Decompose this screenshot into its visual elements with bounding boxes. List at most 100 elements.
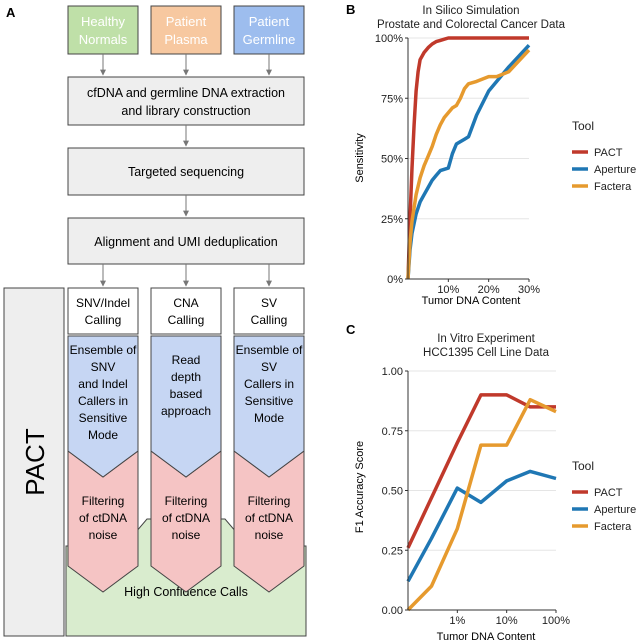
x-tick-label: 30% [518, 284, 540, 296]
calling-text: Calling [251, 313, 288, 327]
series-line-factera [406, 48, 531, 280]
filter-text: noise [172, 528, 201, 542]
source-box-text: Normals [79, 32, 128, 47]
filter-text: noise [255, 528, 284, 542]
calling-box-bg [67, 287, 139, 335]
filter-text: Filtering [82, 494, 125, 508]
chart-b-axes: 0% 25% 50% 75% 100% 10% 20% 30% [375, 33, 540, 296]
panel-label-a: A [6, 5, 16, 20]
filter-text: of ctDNA [245, 511, 293, 525]
series-line-pact [406, 36, 529, 280]
method-box-bg [233, 335, 305, 478]
source-box-bg [67, 5, 139, 55]
column-snv-indel: SNV/Indel Calling Ensemble of SNV and In… [67, 287, 139, 593]
method-text: Sensitive [245, 394, 294, 408]
source-box-text: Germline [243, 32, 296, 47]
legend-label-pact: PACT [594, 147, 623, 159]
y-tick-label: 25% [381, 214, 403, 226]
method-text: SV [261, 360, 277, 374]
sequencing-text: Targeted sequencing [128, 165, 244, 179]
calling-text: SV [261, 296, 277, 310]
chart-b-legend: Tool PACT Aperture Factera [572, 119, 636, 193]
source-box-patient-germline: Patient Germline [233, 5, 305, 55]
filter-text: Filtering [248, 494, 291, 508]
pact-sidebar: PACT [3, 287, 65, 637]
x-tick-label: 100% [542, 615, 570, 627]
alignment-text: Alignment and UMI deduplication [94, 235, 277, 249]
y-tick-label: 1.00 [382, 366, 403, 378]
method-text: approach [161, 404, 211, 418]
chart-title: In Vitro Experiment [437, 333, 535, 345]
method-text: Mode [254, 411, 284, 425]
chart-subtitle: Prostate and Colorectal Cancer Data [377, 19, 566, 31]
legend-label-aperture: Aperture [594, 504, 636, 516]
x-tick-label: 10% [496, 615, 518, 627]
series-line-pact [406, 393, 556, 549]
y-tick-label: 50% [381, 154, 403, 166]
column-cna: CNA Calling Read depth based approach Fi… [150, 287, 222, 593]
panel-a-flowchart: A Healthy Normals Patient Plasma Patient… [3, 5, 307, 637]
y-tick-label: 0.50 [382, 486, 403, 498]
legend-label-pact: PACT [594, 487, 623, 499]
source-box-text: Patient [166, 14, 207, 29]
calling-box-bg [150, 287, 222, 335]
arrows-calling [100, 264, 272, 287]
method-text: Ensemble of [70, 343, 137, 357]
panel-b-chart: B In Silico Simulation Prostate and Colo… [346, 2, 636, 307]
method-text: SNV [91, 360, 116, 374]
method-text: and Indel [78, 377, 127, 391]
legend-title: Tool [572, 119, 594, 133]
calling-text: Calling [85, 313, 122, 327]
method-text: Callers in [244, 377, 294, 391]
method-text: Read [172, 353, 201, 367]
calling-text: SNV/Indel [76, 296, 130, 310]
method-text: Callers in [78, 394, 128, 408]
sequencing-box: Targeted sequencing [67, 147, 305, 196]
panel-c-chart: C In Vitro Experiment HCC1395 Cell Line … [346, 322, 636, 643]
method-text: Mode [88, 428, 118, 442]
y-axis-label: Sensitivity [354, 133, 366, 183]
series-line-factera [406, 397, 557, 612]
method-text: Sensitive [79, 411, 128, 425]
extraction-box: cfDNA and germline DNA extraction and li… [67, 76, 305, 126]
source-box-healthy-normals: Healthy Normals [67, 5, 139, 55]
source-box-text: Patient [249, 14, 290, 29]
y-tick-label: 0.25 [382, 545, 403, 557]
calling-text: CNA [173, 296, 198, 310]
chart-c-legend: Tool PACT Aperture Factera [572, 459, 636, 533]
source-box-bg [233, 5, 305, 55]
x-axis-label: Tumor DNA Content [422, 295, 521, 307]
panel-label-b: B [346, 2, 355, 17]
chart-c-axes: 0.00 0.25 0.50 0.75 1.00 1% 10% 100% [382, 366, 571, 627]
source-box-text: Plasma [164, 32, 208, 47]
y-tick-label: 0.75 [382, 426, 403, 438]
arrows-sources [100, 54, 272, 76]
x-tick-label: 10% [437, 284, 459, 296]
calling-box-bg [233, 287, 305, 335]
source-box-patient-plasma: Patient Plasma [150, 5, 222, 55]
chart-b-series [406, 36, 531, 280]
y-axis-label: F1 Accuracy Score [354, 441, 366, 533]
legend-title: Tool [572, 459, 594, 473]
column-sv: SV Calling Ensemble of SV Callers in Sen… [233, 287, 305, 593]
step-box-bg [67, 217, 305, 265]
x-axis-label: Tumor DNA Content [437, 631, 536, 643]
extraction-text: and library construction [121, 104, 250, 118]
chart-c-gridlines [408, 370, 556, 611]
source-box-text: Healthy [81, 14, 126, 29]
extraction-text: cfDNA and germline DNA extraction [87, 86, 285, 100]
x-tick-label: 1% [449, 615, 465, 627]
legend-label-factera: Factera [594, 521, 632, 533]
filter-text: of ctDNA [79, 511, 127, 525]
y-tick-label: 100% [375, 33, 403, 45]
filter-text: Filtering [165, 494, 208, 508]
method-text: Ensemble of [236, 343, 303, 357]
chart-subtitle: HCC1395 Cell Line Data [423, 347, 550, 359]
series-line-aperture [406, 469, 557, 583]
calling-text: Calling [168, 313, 205, 327]
source-box-bg [150, 5, 222, 55]
panel-label-c: C [346, 322, 356, 337]
method-box-bg [67, 335, 139, 478]
legend-label-aperture: Aperture [594, 164, 636, 176]
